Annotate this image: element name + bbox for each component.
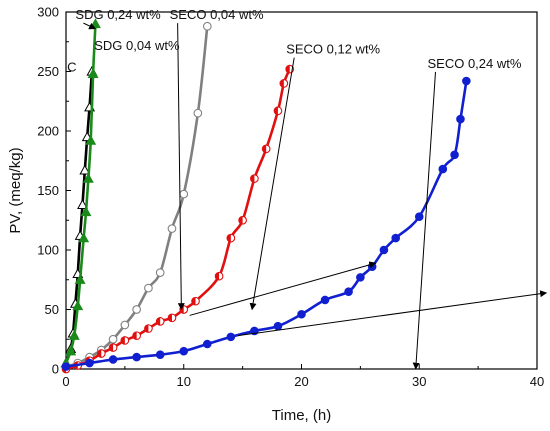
data-point	[297, 309, 306, 319]
x-tick-label: 30	[412, 374, 426, 389]
y-tick-label: 0	[52, 362, 59, 377]
series-3	[61, 21, 212, 371]
data-point	[74, 274, 86, 284]
data-point	[414, 212, 424, 221]
axes: 0 10 20 30 40 0 50 100 150 200 250 300	[37, 5, 544, 390]
x-tick-label: 20	[294, 374, 308, 389]
annotation-arrow	[189, 261, 377, 316]
series-5	[61, 76, 471, 371]
x-axis-title: Time, (h)	[272, 407, 331, 424]
data-point	[82, 172, 94, 183]
series-line	[65, 68, 291, 371]
data-point	[344, 287, 353, 296]
data-point	[226, 233, 236, 243]
annotation-label: C	[67, 60, 76, 75]
data-point	[155, 350, 165, 360]
data-point	[238, 215, 247, 225]
data-point	[132, 352, 141, 362]
data-point	[191, 296, 200, 306]
annotation-label: SDG 0,24 wt%	[75, 7, 161, 22]
data-point	[167, 313, 177, 323]
y-tick-label: 300	[37, 5, 59, 20]
data-point	[144, 324, 153, 333]
data-point	[356, 273, 365, 282]
annotation-label: SECO 0,04 wt%	[170, 7, 264, 22]
data-point	[279, 79, 289, 88]
annotations: SDG 0,24 wt% SECO 0,04 wt% SDG 0,04 wt% C SE…	[67, 7, 522, 74]
annotation-arrow	[237, 290, 548, 337]
data-point	[77, 199, 88, 209]
annotation-arrow	[177, 23, 185, 311]
data-point	[85, 358, 94, 368]
data-point	[462, 76, 471, 86]
data-point	[456, 114, 465, 124]
data-point	[72, 300, 84, 311]
data-point	[65, 345, 77, 356]
y-tick-label: 250	[37, 64, 59, 79]
data-point	[203, 339, 212, 349]
data-point	[226, 332, 236, 342]
data-point	[108, 334, 118, 344]
data-point	[144, 283, 153, 293]
data-point	[261, 144, 271, 154]
annotation-label: SECO 0,12 wt%	[286, 42, 380, 57]
x-tick-label: 10	[177, 374, 191, 389]
data-point	[80, 206, 92, 217]
y-axis-title: PV, (meq/kg)	[7, 147, 24, 233]
data-point	[273, 106, 283, 116]
data-point	[179, 189, 189, 199]
data-point	[120, 320, 130, 330]
data-point	[132, 331, 141, 341]
data-point	[273, 321, 283, 331]
x-tick-label: 40	[530, 374, 544, 389]
data-point	[96, 349, 106, 358]
annotation-label: SECO 0,24 wt%	[427, 56, 521, 71]
series-layer	[60, 18, 471, 374]
data-point	[78, 232, 90, 243]
annotation-arrow	[412, 71, 436, 370]
data-point	[87, 68, 99, 79]
y-tick-label: 100	[37, 243, 59, 258]
data-point	[68, 330, 80, 340]
series-line	[64, 71, 94, 364]
y-tick-label: 50	[45, 302, 59, 317]
data-point	[391, 233, 401, 243]
data-point	[202, 21, 212, 31]
y-tick-label: 150	[37, 183, 59, 198]
data-point	[155, 268, 165, 277]
data-point	[79, 164, 91, 175]
data-point	[85, 134, 97, 145]
data-point	[250, 174, 259, 183]
series-line	[65, 80, 468, 368]
data-point	[214, 271, 224, 281]
data-point	[379, 245, 389, 255]
arrows-layer	[83, 22, 548, 370]
data-point	[61, 362, 71, 371]
series-4	[61, 64, 295, 374]
data-point	[132, 305, 141, 314]
data-point	[155, 317, 165, 326]
data-point	[193, 108, 203, 118]
data-point	[108, 343, 118, 352]
data-point	[450, 150, 459, 160]
data-point	[120, 336, 130, 345]
data-point	[320, 295, 330, 305]
annotation-arrow	[249, 57, 295, 311]
data-point	[167, 224, 177, 233]
data-point	[108, 355, 118, 364]
data-point	[438, 164, 448, 174]
x-tick-label: 0	[62, 374, 69, 389]
y-tick-label: 200	[37, 124, 59, 139]
annotation-label: SDG 0,04 wt%	[94, 38, 180, 53]
data-point	[179, 346, 189, 356]
annotation-arrow	[83, 22, 97, 30]
